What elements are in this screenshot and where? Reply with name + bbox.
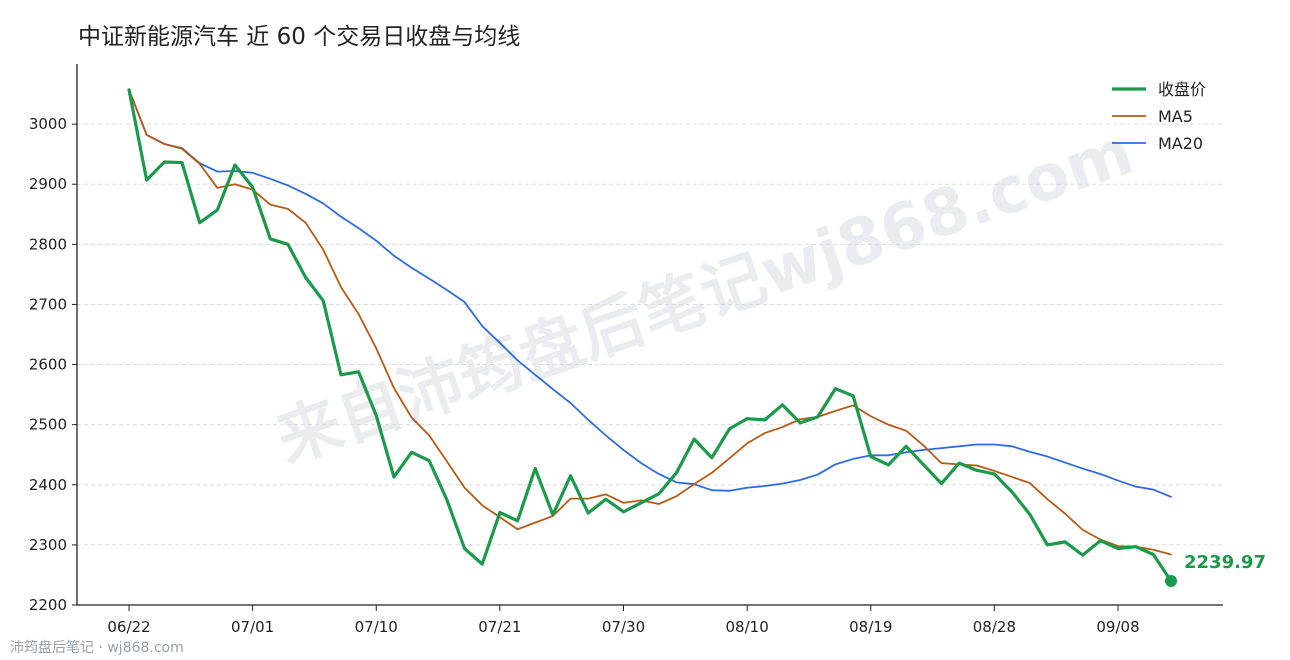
series-line-ma5 bbox=[128, 88, 1172, 556]
x-tick-label: 07/01 bbox=[231, 618, 274, 636]
x-axis-ticks: 06/22 07/01 07/10 07/21 07/30 08/10 08/19 08/28… bbox=[107, 605, 1140, 636]
x-tick-label: 09/08 bbox=[1096, 618, 1139, 636]
series-line-close bbox=[127, 88, 1173, 583]
watermark-text: 来自沛筠盘后笔记wj868.com bbox=[268, 115, 1143, 478]
last-close-marker bbox=[1165, 574, 1177, 587]
watermark: 来自沛筠盘后笔记wj868.com bbox=[268, 115, 1143, 478]
legend-label-close: 收盘价 bbox=[1158, 80, 1206, 99]
y-axis-ticks: 2200 2300 2400 2500 2600 2700 2800 2900 3000 bbox=[29, 115, 77, 614]
y-tick-label: 2300 bbox=[29, 536, 67, 554]
y-tick-label: 2800 bbox=[29, 235, 67, 253]
x-tick-label: 07/21 bbox=[478, 618, 521, 636]
y-tick-label: 3000 bbox=[29, 115, 67, 133]
x-tick-label: 08/19 bbox=[849, 618, 892, 636]
series-line-ma20 bbox=[128, 88, 1172, 498]
last-close-label: 2239.97 bbox=[1184, 552, 1266, 573]
y-tick-label: 2700 bbox=[29, 295, 67, 313]
legend-label-ma20: MA20 bbox=[1158, 134, 1203, 153]
y-tick-label: 2900 bbox=[29, 175, 67, 193]
x-tick-label: 07/30 bbox=[602, 618, 645, 636]
y-tick-label: 2600 bbox=[29, 356, 67, 374]
footer-credit: 沛筠盘后笔记 · wj868.com bbox=[10, 639, 184, 656]
y-tick-label: 2200 bbox=[29, 596, 67, 614]
x-tick-label: 08/10 bbox=[726, 618, 769, 636]
legend-label-ma5: MA5 bbox=[1158, 107, 1193, 126]
x-tick-label: 08/28 bbox=[973, 618, 1016, 636]
x-tick-label: 07/10 bbox=[355, 618, 398, 636]
y-tick-label: 2400 bbox=[29, 476, 67, 494]
series-lines bbox=[127, 88, 1177, 587]
chart-title: 中证新能源汽车 近 60 个交易日收盘与均线 bbox=[78, 24, 520, 50]
x-tick-label: 06/22 bbox=[107, 618, 150, 636]
y-tick-label: 2500 bbox=[29, 416, 67, 434]
legend: 收盘价 MA5 MA20 bbox=[1112, 80, 1206, 153]
